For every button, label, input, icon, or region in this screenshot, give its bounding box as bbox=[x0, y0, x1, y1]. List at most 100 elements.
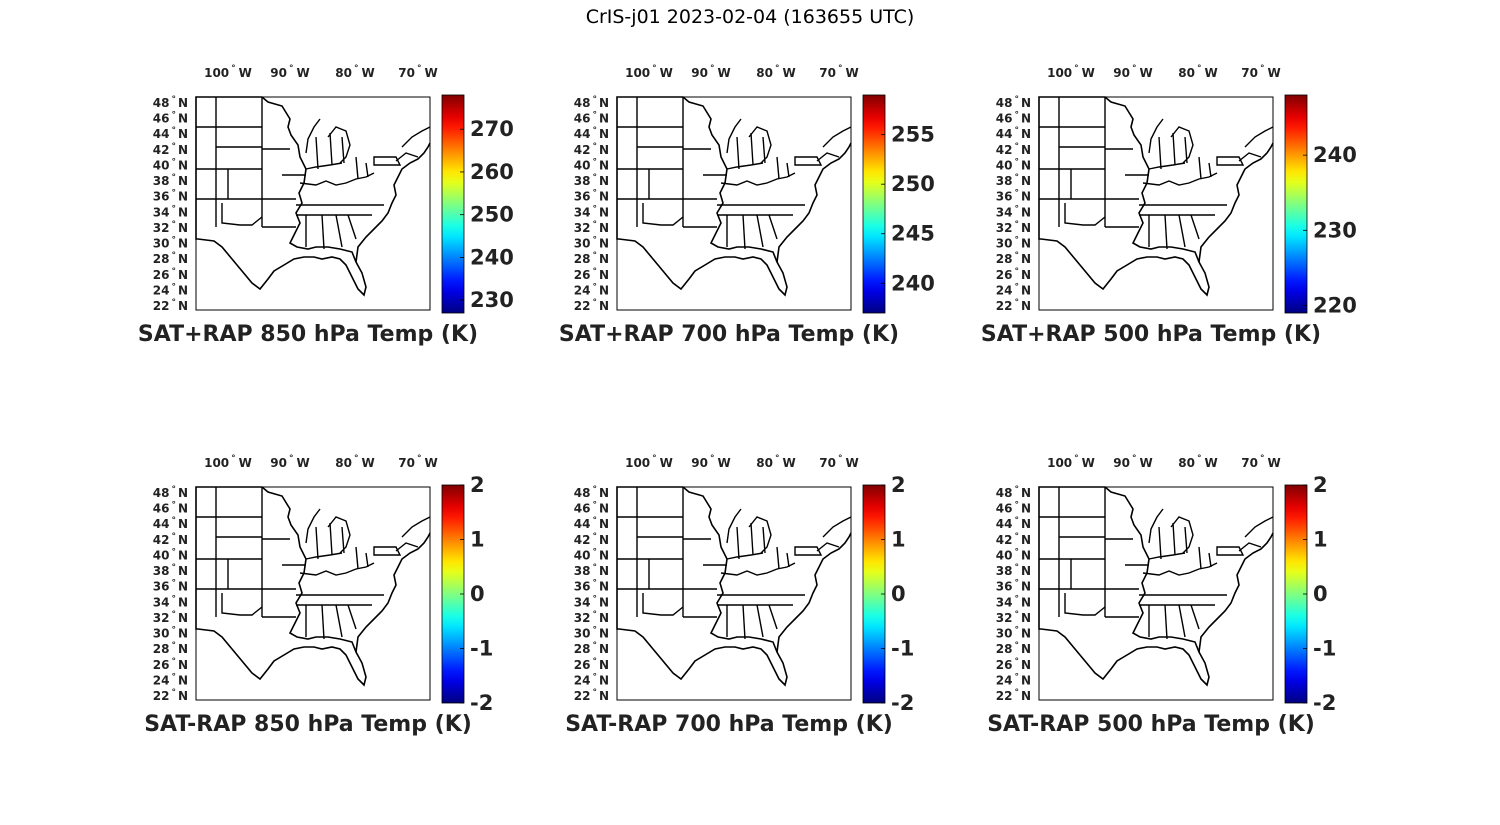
latitude-label: 44 ° N bbox=[153, 516, 188, 531]
state-boundary bbox=[1170, 126, 1194, 164]
latitude-label: 34 ° N bbox=[574, 594, 609, 609]
colorbar-tick-label: 250 bbox=[891, 172, 935, 196]
state-boundary bbox=[726, 508, 742, 544]
latitude-label: 38 ° N bbox=[574, 173, 609, 188]
state-boundary bbox=[1172, 132, 1176, 166]
longitude-label: 70 ° W bbox=[398, 64, 437, 80]
latitude-label: 48 ° N bbox=[153, 95, 188, 110]
state-boundary bbox=[642, 593, 684, 616]
latitude-label: 46 ° N bbox=[574, 111, 609, 126]
latitude-label: 24 ° N bbox=[153, 282, 188, 297]
latitude-label: 34 ° N bbox=[153, 594, 188, 609]
state-boundary bbox=[776, 156, 780, 180]
latitude-label: 44 ° N bbox=[574, 126, 609, 141]
longitude-label: 80 ° W bbox=[1178, 454, 1217, 470]
latitude-label: 36 ° N bbox=[153, 189, 188, 204]
state-boundary bbox=[1198, 546, 1202, 570]
latitude-label: 42 ° N bbox=[574, 142, 609, 157]
state-boundary bbox=[395, 542, 419, 552]
latitude-label: 26 ° N bbox=[153, 657, 188, 672]
colorbar-tick-label: 240 bbox=[470, 245, 514, 269]
state-boundary bbox=[756, 604, 764, 638]
panel-title: SAT-RAP 850 hPa Temp (K) bbox=[144, 712, 472, 737]
latitude-label: 28 ° N bbox=[574, 641, 609, 656]
colorbar-tick-label: 255 bbox=[891, 123, 935, 147]
longitude-label: 80 ° W bbox=[335, 64, 374, 80]
latitude-label: 48 ° N bbox=[996, 95, 1031, 110]
latitude-label: 44 ° N bbox=[153, 126, 188, 141]
panel-title: SAT+RAP 700 hPa Temp (K) bbox=[559, 322, 899, 347]
map-panel: 100 ° W 90 ° W 80 ° W 70 ° W 48 ° N 46 ° N 44 ° N 42 ° N 40 ° N 38 °… bbox=[549, 55, 979, 435]
latitude-label: 32 ° N bbox=[153, 220, 188, 235]
state-boundary bbox=[1178, 214, 1186, 248]
longitude-label: 70 ° W bbox=[398, 454, 437, 470]
longitude-label: 100 ° W bbox=[204, 64, 252, 80]
latitude-label: 30 ° N bbox=[153, 626, 188, 641]
colorbar bbox=[862, 94, 886, 314]
latitude-label: 26 ° N bbox=[996, 267, 1031, 282]
state-boundary bbox=[1148, 118, 1164, 154]
map-panel-svg: 100 ° W 90 ° W 80 ° W 70 ° W 48 ° N46 ° N44 ° N42 ° N40 ° N38 °… bbox=[138, 64, 514, 347]
colorbar-tick-label: -1 bbox=[1313, 637, 1336, 661]
latitude-label: 36 ° N bbox=[574, 579, 609, 594]
latitude-label: 42 ° N bbox=[996, 142, 1031, 157]
panel-title: SAT+RAP 850 hPa Temp (K) bbox=[138, 322, 478, 347]
state-boundary bbox=[315, 526, 319, 560]
latitude-label: 48 ° N bbox=[574, 95, 609, 110]
east-coastline bbox=[355, 532, 431, 653]
latitude-label: 44 ° N bbox=[574, 516, 609, 531]
latitude-label: 46 ° N bbox=[996, 111, 1031, 126]
latitude-label: 40 ° N bbox=[996, 547, 1031, 562]
latitude-label: 34 ° N bbox=[153, 204, 188, 219]
longitude-label: 80 ° W bbox=[1178, 64, 1217, 80]
state-boundary bbox=[726, 552, 764, 560]
state-boundary bbox=[1172, 522, 1176, 556]
longitude-label: 100 ° W bbox=[1047, 64, 1095, 80]
latitude-label: 24 ° N bbox=[574, 672, 609, 687]
state-boundary bbox=[1238, 152, 1262, 162]
colorbar-tick-label: 230 bbox=[1313, 218, 1357, 242]
state-boundary bbox=[736, 526, 740, 560]
latitude-label: 36 ° N bbox=[996, 189, 1031, 204]
state-boundary bbox=[365, 552, 369, 568]
longitude-label: 70 ° W bbox=[1241, 64, 1280, 80]
colorbar bbox=[441, 94, 465, 314]
state-boundary bbox=[1244, 516, 1274, 538]
latitude-label: 48 ° N bbox=[153, 485, 188, 500]
state-boundary bbox=[1178, 604, 1186, 638]
latitude-label: 44 ° N bbox=[996, 516, 1031, 531]
latitude-label: 28 ° N bbox=[153, 641, 188, 656]
colorbar-tick-label: 220 bbox=[1313, 293, 1357, 317]
panel-title: SAT-RAP 700 hPa Temp (K) bbox=[565, 712, 893, 737]
state-map bbox=[616, 486, 852, 701]
latitude-label: 28 ° N bbox=[996, 641, 1031, 656]
latitude-label: 32 ° N bbox=[996, 220, 1031, 235]
state-boundary bbox=[355, 156, 359, 180]
colorbar-tick-label: 250 bbox=[470, 203, 514, 227]
latitude-label: 42 ° N bbox=[574, 532, 609, 547]
map-panel: 100 ° W 90 ° W 80 ° W 70 ° W 48 ° N 46 ° N 44 ° N 42 ° N 40 ° N 38 °… bbox=[128, 55, 558, 435]
state-map bbox=[1038, 486, 1274, 701]
state-boundary bbox=[1190, 604, 1200, 630]
state-boundary bbox=[1064, 203, 1106, 226]
latitude-label: 32 ° N bbox=[153, 610, 188, 625]
state-boundary bbox=[327, 516, 351, 554]
colorbar-tick-label: -1 bbox=[891, 637, 914, 661]
state-map bbox=[616, 96, 852, 311]
colorbar-tick-label: -2 bbox=[891, 691, 914, 715]
state-boundary bbox=[401, 516, 431, 538]
state-boundary bbox=[1142, 172, 1218, 186]
longitude-label: 100 ° W bbox=[625, 64, 673, 80]
longitude-label: 90 ° W bbox=[691, 454, 730, 470]
colorbar-tick-label: 260 bbox=[470, 160, 514, 184]
state-boundary bbox=[748, 126, 772, 164]
state-boundary bbox=[720, 172, 796, 186]
state-boundary bbox=[347, 214, 357, 240]
figure-title: CrIS-j01 2023-02-04 (163655 UTC) bbox=[585, 6, 915, 28]
state-map bbox=[195, 486, 431, 701]
latitude-label: 36 ° N bbox=[153, 579, 188, 594]
colorbar-tick-label: 240 bbox=[891, 271, 935, 295]
state-boundary bbox=[305, 508, 321, 544]
state-boundary bbox=[1148, 508, 1164, 544]
state-boundary bbox=[299, 172, 375, 186]
